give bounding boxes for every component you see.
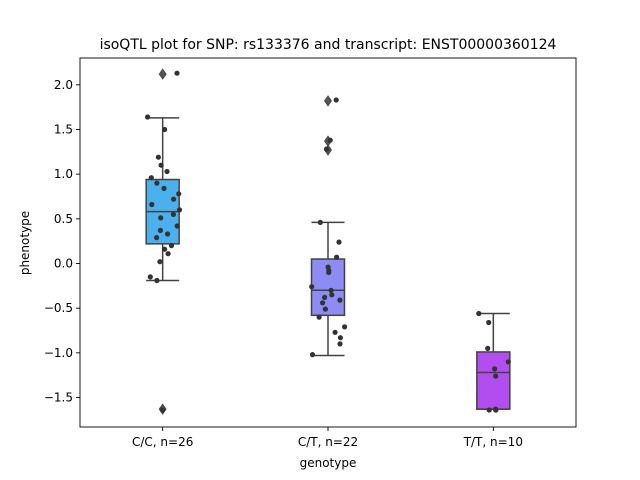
data-point (158, 162, 164, 168)
y-tick-label: −0.5 (44, 301, 73, 315)
data-point (148, 175, 154, 181)
data-point (157, 259, 163, 265)
data-point (317, 219, 323, 225)
data-point (327, 137, 333, 143)
data-point (176, 207, 183, 213)
data-point (309, 352, 316, 358)
data-point (174, 70, 180, 76)
data-point (336, 239, 342, 245)
outlier-marker (324, 95, 332, 107)
data-point (161, 185, 167, 191)
data-point (170, 211, 176, 217)
data-point (323, 146, 330, 152)
y-tick-label: 1.5 (54, 122, 73, 136)
data-point (171, 196, 177, 202)
y-tick-label: 0.0 (54, 256, 73, 270)
data-point (158, 215, 164, 221)
data-point (154, 235, 160, 241)
data-point (165, 251, 171, 257)
data-point (333, 97, 339, 103)
data-point (332, 329, 338, 335)
data-point (342, 324, 348, 330)
data-point (165, 231, 171, 237)
plot-area (79, 57, 577, 428)
data-point (493, 407, 499, 413)
x-axis: C/C, n=26 C/T, n=22 T/T, n=10 (132, 427, 523, 449)
data-point (329, 292, 335, 298)
outlier-marker (158, 68, 167, 80)
y-tick-label: −1.5 (44, 391, 73, 405)
data-point (164, 168, 170, 175)
data-point (328, 287, 334, 293)
data-point (337, 335, 343, 341)
data-point (486, 319, 492, 326)
y-tick-label: 2.0 (54, 78, 73, 92)
data-point (316, 314, 322, 320)
data-point (485, 345, 491, 351)
data-point (493, 373, 499, 379)
data-point (147, 274, 153, 280)
data-point (322, 294, 328, 300)
data-point (162, 126, 168, 133)
data-point (154, 180, 160, 186)
data-point (322, 306, 328, 312)
data-point (320, 300, 326, 306)
data-point (168, 243, 175, 249)
data-point (309, 284, 315, 290)
data-point (337, 297, 343, 303)
data-point (334, 254, 340, 260)
data-point (492, 366, 498, 372)
data-point (149, 201, 155, 208)
y-axis-label: phenotype (18, 211, 32, 275)
y-tick-label: 0.5 (54, 212, 73, 226)
data-point (476, 310, 482, 317)
x-axis-label: genotype (300, 456, 357, 470)
y-tick-label: −1.0 (44, 346, 73, 360)
data-point (337, 341, 343, 347)
data-point (155, 154, 161, 160)
y-axis: −1.5 −1.0 −0.5 0.0 0.5 1.0 1.5 2.0 (44, 78, 80, 405)
data-point (174, 223, 180, 229)
x-tick-label: C/T, n=22 (298, 435, 358, 449)
data-point (157, 227, 163, 233)
box-iqr (476, 351, 511, 410)
data-point (505, 359, 511, 365)
data-point (154, 277, 160, 284)
data-point (162, 246, 168, 252)
y-tick-label: 1.0 (54, 167, 73, 181)
data-point (159, 407, 166, 413)
x-tick-label: C/C, n=26 (132, 435, 193, 449)
data-point (326, 269, 332, 275)
data-point (145, 114, 151, 120)
x-tick-label: T/T, n=10 (463, 435, 523, 449)
chart-title: isoQTL plot for SNP: rs133376 and transc… (100, 37, 557, 53)
data-point (176, 191, 182, 197)
data-point (486, 407, 492, 413)
